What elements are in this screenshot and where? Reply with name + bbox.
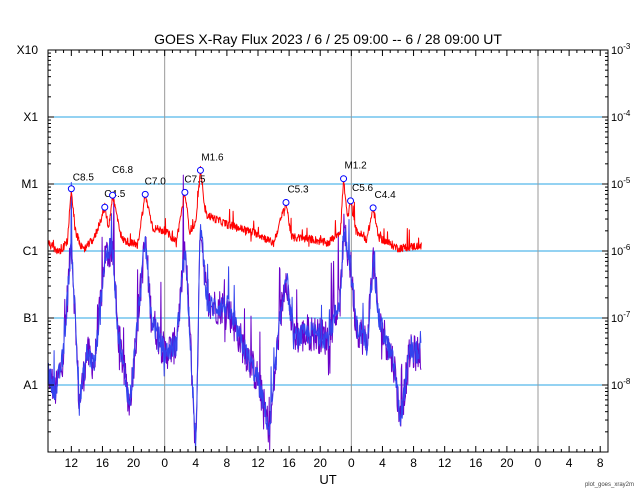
flare-marker xyxy=(340,175,348,183)
x-tick-label: 8 xyxy=(410,456,417,470)
flare-marker xyxy=(101,203,109,211)
x-tick-label: 12 xyxy=(438,456,452,470)
flare-label: M1.6 xyxy=(201,152,224,163)
x-tick-label: 12 xyxy=(65,456,79,470)
x-axis-label: UT xyxy=(319,472,336,487)
x-tick-label: 0 xyxy=(535,456,542,470)
y-left-label: X1 xyxy=(23,110,38,124)
y-left-label: A1 xyxy=(23,378,38,392)
short-channel-dark-line xyxy=(47,174,422,451)
chart-title: GOES X-Ray Flux 2023 / 6 / 25 09:00 -- 6… xyxy=(154,31,502,47)
y-left-label: M1 xyxy=(21,177,38,191)
axes xyxy=(47,49,609,453)
y-right-label: 10-5 xyxy=(611,176,631,191)
flare-label: C7.0 xyxy=(145,176,167,187)
y-right-label: 10-3 xyxy=(611,42,631,57)
y-right-label: 10-6 xyxy=(611,243,631,258)
y-right-label: 10-8 xyxy=(611,377,631,392)
y-left-label: C1 xyxy=(23,244,39,258)
flare-marker xyxy=(196,166,204,174)
x-tick-label: 0 xyxy=(348,456,355,470)
flare-label: C6.8 xyxy=(112,165,134,176)
x-tick-label: 16 xyxy=(282,456,296,470)
y-right-label: 10-7 xyxy=(611,310,631,325)
x-tick-label: 4 xyxy=(379,456,386,470)
y-left-label: X10 xyxy=(17,43,39,57)
flare-label: C4.4 xyxy=(375,190,397,201)
flare-label: C5.3 xyxy=(287,184,309,195)
flux-series xyxy=(47,165,422,452)
x-tick-label: 8 xyxy=(224,456,231,470)
x-tick-label: 4 xyxy=(192,456,199,470)
x-tick-label: 20 xyxy=(127,456,141,470)
y-right-label: 10-4 xyxy=(611,109,631,124)
x-tick-label: 20 xyxy=(500,456,514,470)
flare-marker xyxy=(181,188,189,196)
flare-marker xyxy=(109,191,117,199)
x-tick-label: 12 xyxy=(251,456,265,470)
flare-marker xyxy=(282,198,290,206)
x-tick-label: 16 xyxy=(96,456,110,470)
axis-labels: X10 X1 M1 C1 B1 A1 10-3 10-4 10-5 10-6 10-7 10-8 12 1… xyxy=(17,42,631,470)
flare-label: C7.5 xyxy=(184,174,206,185)
x-tick-label: 0 xyxy=(161,456,168,470)
short-channel-line xyxy=(47,182,422,452)
x-tick-label: 20 xyxy=(314,456,328,470)
footer-note: plot_goes_xray2m xyxy=(585,482,634,488)
flare-markers: C8.5C4.5C6.8C7.0C7.5M1.6C5.3M1.2C5.6C4.4 xyxy=(67,152,397,212)
gridlines xyxy=(48,50,608,452)
x-tick-label: 4 xyxy=(566,456,573,470)
flare-label: C8.5 xyxy=(73,173,95,184)
long-channel-line xyxy=(47,165,422,255)
flare-marker xyxy=(369,204,377,212)
flare-marker xyxy=(347,197,355,205)
x-tick-label: 16 xyxy=(469,456,483,470)
flare-marker xyxy=(67,185,75,193)
flare-marker xyxy=(141,190,149,198)
flare-label: M1.2 xyxy=(344,161,367,172)
flare-label: C5.6 xyxy=(352,183,374,194)
y-left-label: B1 xyxy=(23,311,38,325)
x-tick-label: 8 xyxy=(597,456,604,470)
